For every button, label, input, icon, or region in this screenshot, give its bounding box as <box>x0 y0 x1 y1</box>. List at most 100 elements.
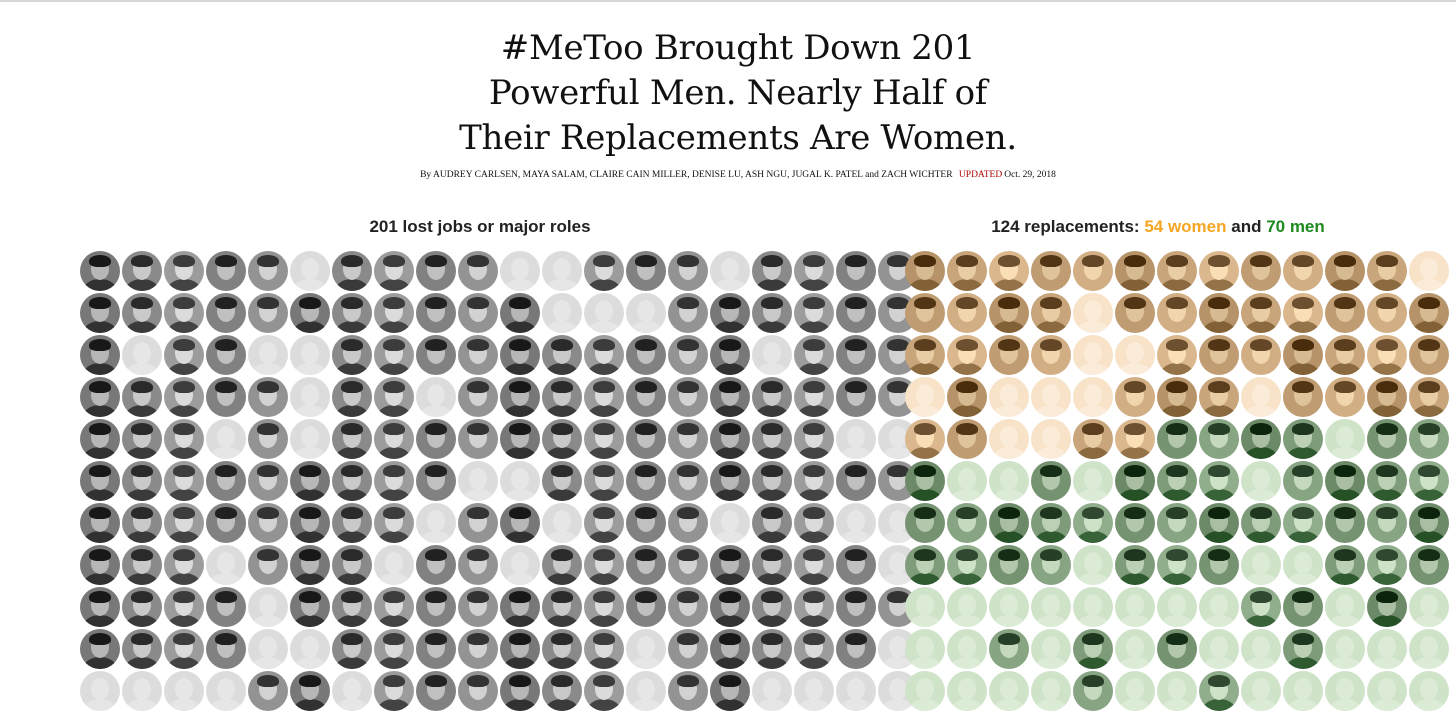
lost-man-portrait <box>668 251 708 291</box>
man-replacement-portrait <box>1115 545 1155 585</box>
man-replacement-portrait <box>947 545 987 585</box>
headline-line-3: Their Replacements Are Women. <box>459 118 1017 158</box>
lost-man-portrait <box>500 335 540 375</box>
empty-slot <box>542 293 582 333</box>
woman-empty-slot <box>1073 293 1113 333</box>
empty-slot <box>836 419 876 459</box>
replacements-title-prefix: 124 replacements: <box>991 217 1145 236</box>
empty-slot <box>626 293 666 333</box>
lost-man-portrait <box>206 293 246 333</box>
lost-man-portrait <box>80 587 120 627</box>
empty-slot <box>122 335 162 375</box>
lost-man-portrait <box>500 293 540 333</box>
woman-replacement-portrait <box>947 251 987 291</box>
lost-man-portrait <box>836 545 876 585</box>
woman-replacement-portrait <box>1199 335 1239 375</box>
woman-replacement-portrait <box>1157 251 1197 291</box>
man-replacement-portrait <box>1409 545 1449 585</box>
lost-man-portrait <box>416 335 456 375</box>
man-replacement-portrait <box>1031 545 1071 585</box>
headline-line-1: #MeToo Brought Down 201 <box>500 28 976 68</box>
lost-man-portrait <box>752 251 792 291</box>
lost-man-portrait <box>122 251 162 291</box>
lost-man-portrait <box>458 503 498 543</box>
lost-man-portrait <box>878 461 918 501</box>
lost-man-portrait <box>248 545 288 585</box>
lost-man-portrait <box>332 377 372 417</box>
lost-man-portrait <box>626 335 666 375</box>
empty-slot <box>290 335 330 375</box>
lost-man-portrait <box>80 503 120 543</box>
lost-man-portrait <box>500 419 540 459</box>
lost-man-portrait <box>626 461 666 501</box>
man-empty-slot <box>947 461 987 501</box>
lost-man-portrait <box>122 377 162 417</box>
man-replacement-portrait <box>1283 629 1323 669</box>
lost-man-portrait <box>374 377 414 417</box>
man-replacement-portrait <box>905 461 945 501</box>
woman-replacement-portrait <box>1241 293 1281 333</box>
man-empty-slot <box>947 671 987 711</box>
man-empty-slot <box>1325 629 1365 669</box>
woman-replacement-portrait <box>1073 419 1113 459</box>
lost-man-portrait <box>668 545 708 585</box>
woman-empty-slot <box>1241 377 1281 417</box>
woman-replacement-portrait <box>1409 293 1449 333</box>
byline-authors: By AUDREY CARLSEN, MAYA SALAM, CLAIRE CA… <box>420 170 953 180</box>
woman-replacement-portrait <box>1115 293 1155 333</box>
empty-slot <box>206 671 246 711</box>
man-replacement-portrait <box>1325 503 1365 543</box>
lost-man-portrait <box>668 671 708 711</box>
lost-man-portrait <box>164 545 204 585</box>
man-empty-slot <box>1073 461 1113 501</box>
man-empty-slot <box>905 587 945 627</box>
updated-date: Oct. 29, 2018 <box>1004 170 1056 180</box>
lost-man-portrait <box>374 419 414 459</box>
lost-man-portrait <box>836 335 876 375</box>
lost-man-portrait <box>584 251 624 291</box>
man-empty-slot <box>1241 671 1281 711</box>
lost-man-portrait <box>122 293 162 333</box>
man-replacement-portrait <box>1241 587 1281 627</box>
woman-replacement-portrait <box>1283 335 1323 375</box>
lost-man-portrait <box>248 461 288 501</box>
woman-replacement-portrait <box>1157 293 1197 333</box>
man-empty-slot <box>1115 671 1155 711</box>
empty-slot <box>626 671 666 711</box>
woman-empty-slot <box>1031 419 1071 459</box>
lost-man-portrait <box>416 419 456 459</box>
lost-man-portrait <box>206 251 246 291</box>
replacements-title-conjunction: and <box>1226 217 1267 236</box>
lost-man-portrait <box>668 587 708 627</box>
lost-man-portrait <box>794 377 834 417</box>
lost-man-portrait <box>332 503 372 543</box>
woman-replacement-portrait <box>1283 377 1323 417</box>
lost-man-portrait <box>500 587 540 627</box>
lost-man-portrait <box>710 545 750 585</box>
man-empty-slot <box>1409 671 1449 711</box>
lost-man-portrait <box>836 251 876 291</box>
lost-man-portrait <box>290 503 330 543</box>
woman-replacement-portrait <box>1157 335 1197 375</box>
woman-replacement-portrait <box>1367 251 1407 291</box>
lost-man-portrait <box>668 461 708 501</box>
man-empty-slot <box>989 587 1029 627</box>
lost-man-portrait <box>332 629 372 669</box>
lost-man-portrait <box>290 587 330 627</box>
lost-man-portrait <box>206 461 246 501</box>
empty-slot <box>542 251 582 291</box>
man-replacement-portrait <box>1031 503 1071 543</box>
woman-empty-slot <box>1073 377 1113 417</box>
woman-replacement-portrait <box>905 251 945 291</box>
lost-man-portrait <box>710 293 750 333</box>
lost-man-portrait <box>542 377 582 417</box>
lost-man-portrait <box>710 629 750 669</box>
man-replacement-portrait <box>947 503 987 543</box>
lost-man-portrait <box>836 587 876 627</box>
lost-man-portrait <box>332 587 372 627</box>
empty-slot <box>542 503 582 543</box>
man-replacement-portrait <box>1283 461 1323 501</box>
lost-man-portrait <box>752 419 792 459</box>
woman-replacement-portrait <box>1325 335 1365 375</box>
lost-man-portrait <box>710 461 750 501</box>
